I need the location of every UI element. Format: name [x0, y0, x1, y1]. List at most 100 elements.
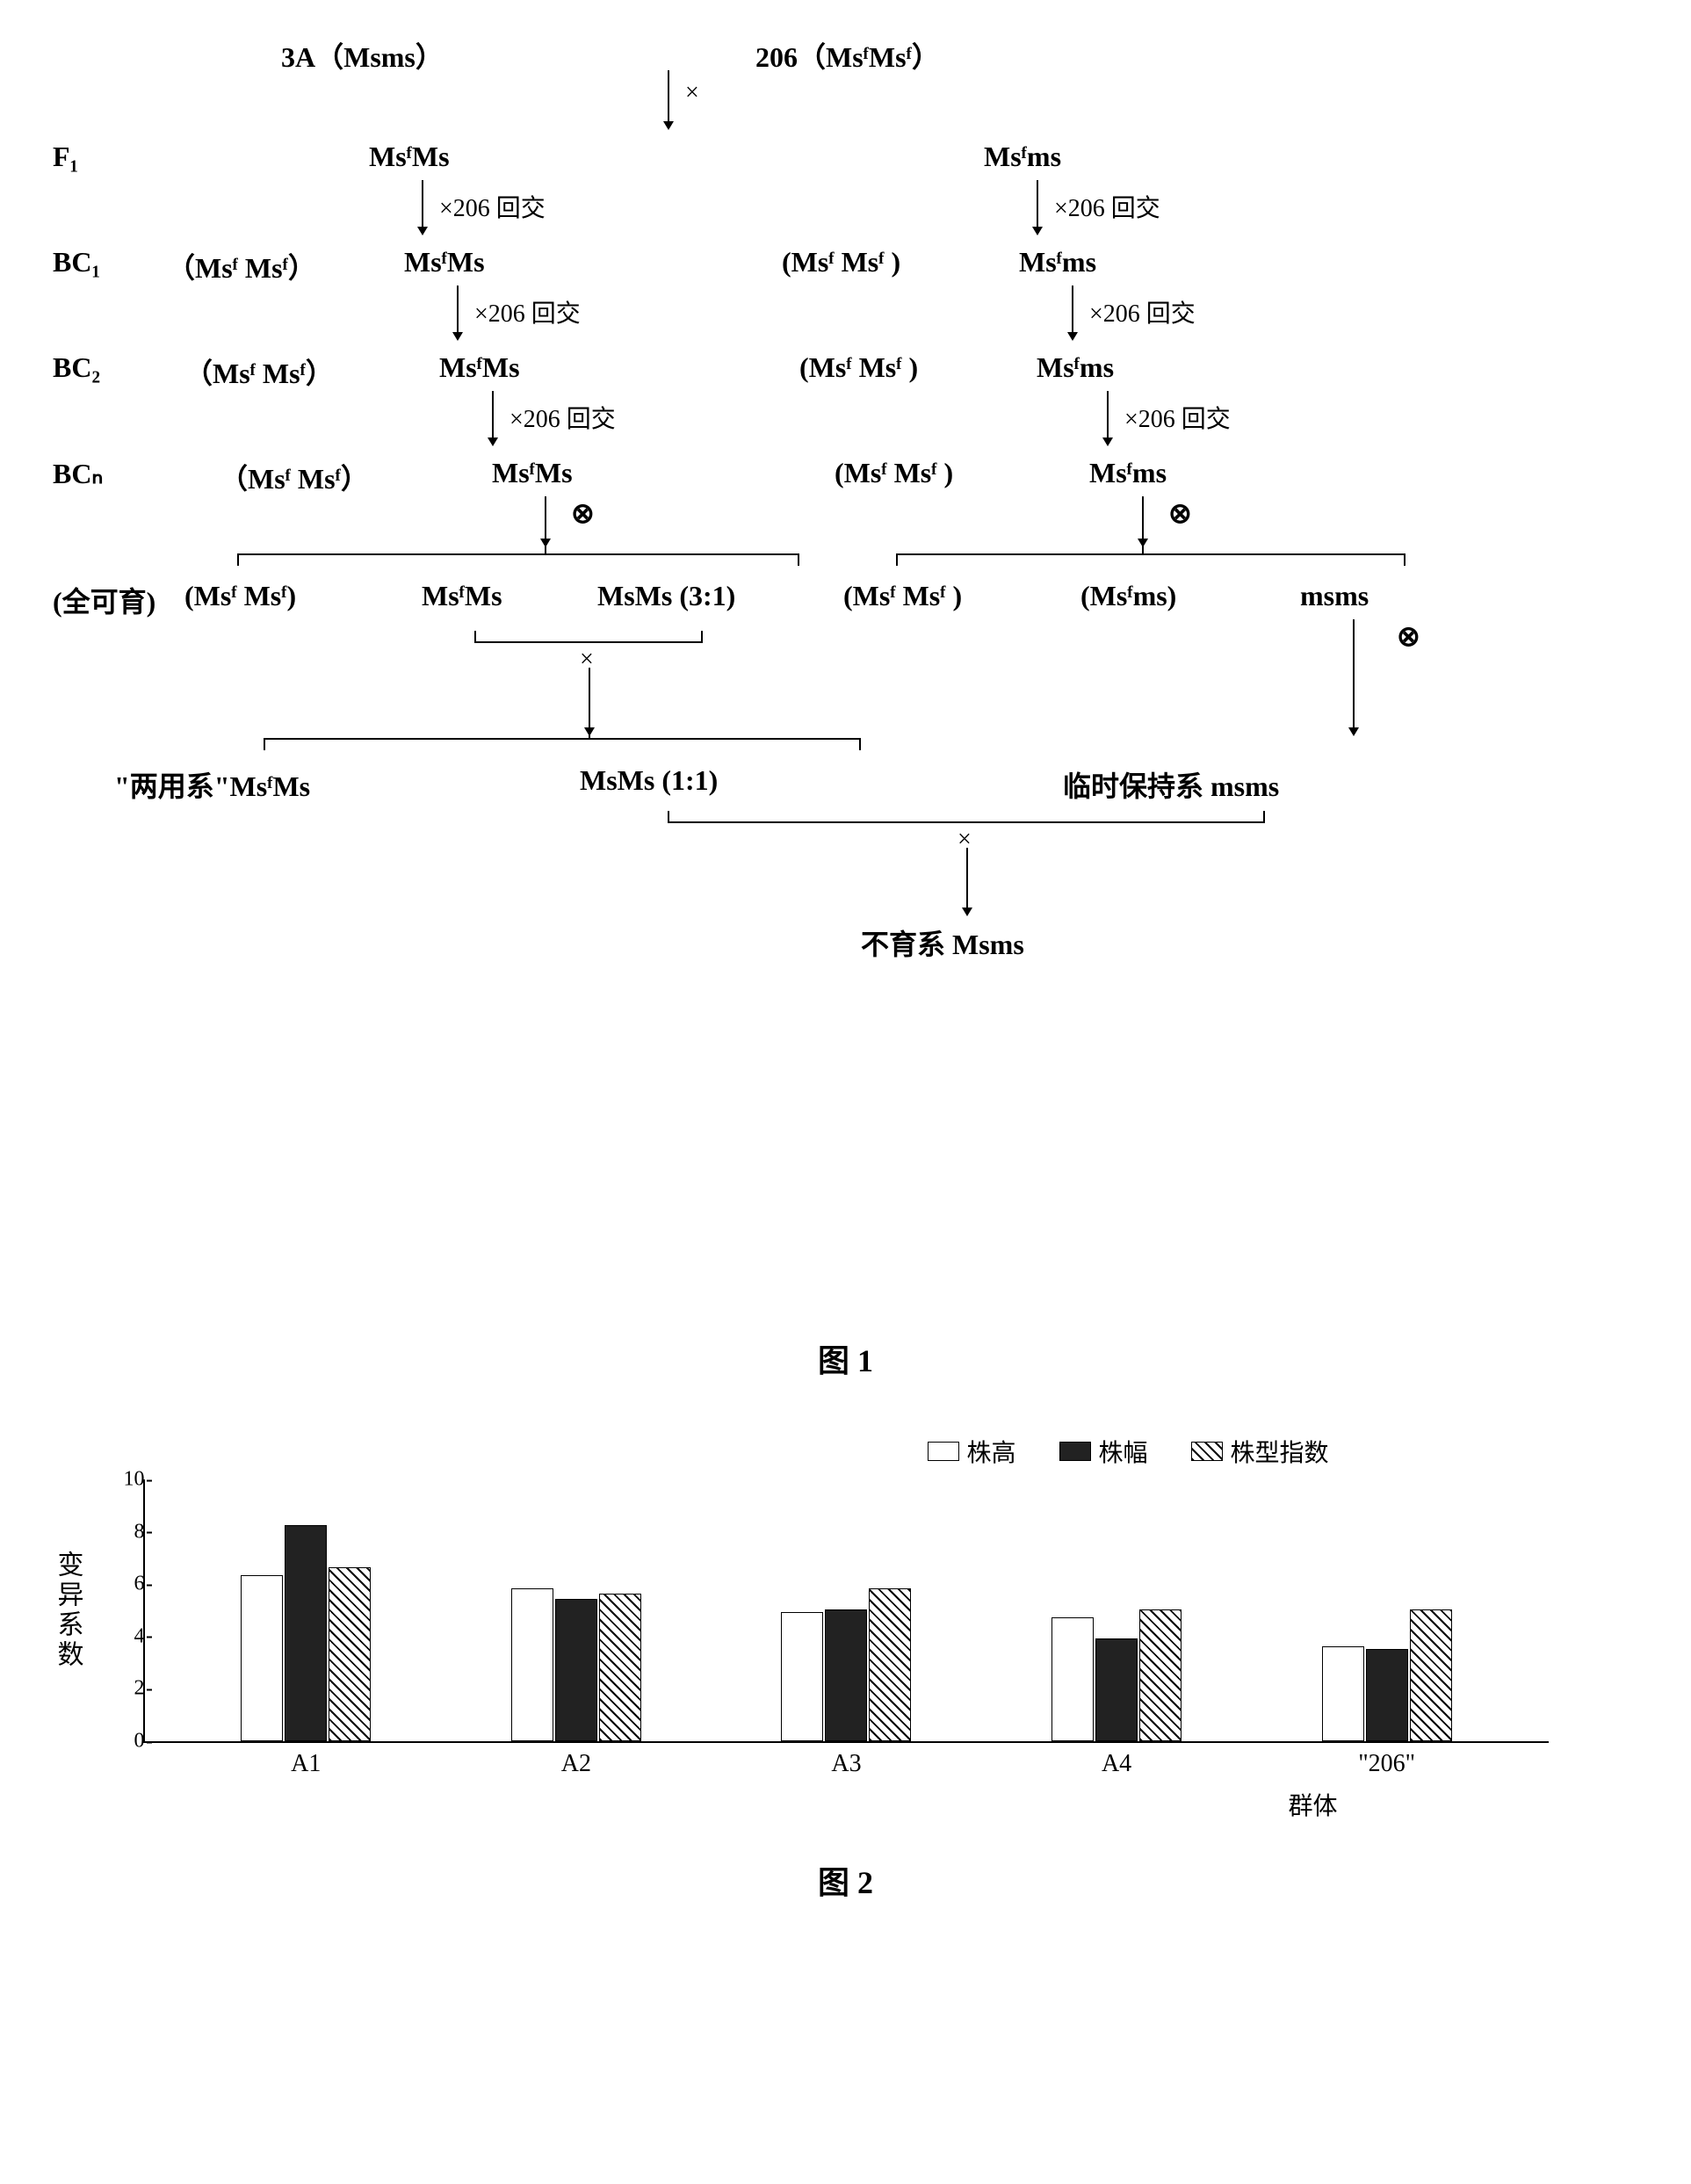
- breeding-diagram: 3A（Msms） 206（MsᶠMsᶠ） × F₁ MsᶠMs Msᶠms ×2…: [53, 35, 1634, 1265]
- gen-f1: F₁: [53, 141, 78, 173]
- bc-label-bc1-r: ×206 回交: [1089, 294, 1196, 329]
- chart-area: 变异系数 0246810 A1A2A3A4"206": [143, 1479, 1549, 1743]
- bar: [599, 1594, 641, 1741]
- bar: [781, 1612, 823, 1741]
- bar: [1322, 1646, 1364, 1741]
- x-tick-label: A2: [561, 1750, 591, 1778]
- bar: [1051, 1617, 1094, 1741]
- bc-label-bc2-r: ×206 回交: [1124, 400, 1231, 435]
- y-tick: 2: [134, 1677, 145, 1701]
- gen-bc2: BC₂: [53, 351, 100, 384]
- msms-11: MsMs (1:1): [580, 764, 718, 797]
- seg-right-a: (Msᶠ Msᶠ ): [843, 580, 962, 612]
- bar: [1366, 1649, 1408, 1741]
- y-tick: 4: [134, 1624, 145, 1648]
- bc2-r: Msᶠms: [1037, 351, 1114, 384]
- bc1-l: MsᶠMs: [404, 246, 485, 278]
- bcn-l: MsᶠMs: [492, 457, 573, 489]
- bar: [241, 1575, 283, 1741]
- legend-label-0: 株高: [966, 1434, 1015, 1469]
- arrow-cross2: [589, 668, 590, 729]
- cross-p: ×: [685, 79, 699, 107]
- bar-group: A3: [712, 1588, 982, 1741]
- bcn-rp: (Msᶠ Msᶠ ): [835, 457, 953, 489]
- y-axis: 0246810: [92, 1479, 145, 1741]
- arrow-p-f1: [668, 70, 669, 123]
- bc2-lp: （Msᶠ Msᶠ）: [184, 351, 334, 392]
- legend-item-0: 株高: [928, 1434, 1015, 1469]
- vtick-seg-l: [545, 540, 546, 553]
- seg-left-c: MsMs (3:1): [597, 580, 735, 612]
- vtick-cross2-out: [589, 729, 590, 738]
- fig1-caption: 图 1: [53, 1335, 1638, 1381]
- swatch-1: [1059, 1442, 1091, 1461]
- legend-item-2: 株型指数: [1191, 1434, 1328, 1469]
- x-tick-label: "206": [1358, 1750, 1415, 1778]
- y-tick: 0: [134, 1730, 145, 1754]
- bracket-cross2-out: [264, 738, 861, 740]
- self-r: ⊗: [1168, 496, 1192, 530]
- chart-legend: 株高 株幅 株型指数: [143, 1434, 1549, 1469]
- swatch-0: [928, 1442, 959, 1461]
- two-use-line: "两用系"MsᶠMs: [114, 764, 310, 805]
- arrow-bc1-bc2-l: [457, 286, 459, 334]
- bracket-final: [668, 821, 1265, 823]
- f1-right: Msᶠms: [984, 141, 1061, 173]
- self-msms: ⊗: [1397, 619, 1420, 653]
- bar: [555, 1599, 597, 1741]
- arrow-bc2-bcn-l: [492, 391, 494, 439]
- legend-label-2: 株型指数: [1230, 1434, 1328, 1469]
- legend-label-1: 株幅: [1098, 1434, 1147, 1469]
- parent-3a: 3A（Msms）: [281, 35, 444, 76]
- y-axis-label: 变异系数: [48, 1551, 87, 1670]
- bracket-seg-l: [237, 553, 799, 555]
- seg-left-b: MsᶠMs: [422, 580, 502, 612]
- bcn-r: Msᶠms: [1089, 457, 1167, 489]
- cross-final: ×: [958, 826, 972, 854]
- fig2-caption: 图 2: [53, 1857, 1638, 1903]
- arrow-f1-bc1-l: [422, 180, 423, 228]
- y-tick: 6: [134, 1573, 145, 1596]
- bar: [1095, 1638, 1138, 1741]
- bar: [329, 1567, 371, 1741]
- bar: [869, 1588, 911, 1741]
- parent-206: 206（MsᶠMsᶠ）: [755, 35, 940, 76]
- y-tick: 10: [124, 1468, 145, 1492]
- bc1-lp: （Msᶠ Msᶠ）: [167, 246, 316, 286]
- cv-barchart: 株高 株幅 株型指数 变异系数 0246810 A1A2A3A4"206" 群体: [143, 1434, 1549, 1822]
- swatch-2: [1191, 1442, 1223, 1461]
- bar: [1139, 1609, 1182, 1741]
- temp-maintainer: 临时保持系 msms: [1063, 764, 1279, 805]
- bc-label-bc2-l: ×206 回交: [509, 400, 616, 435]
- arrow-msms: [1353, 619, 1355, 729]
- bar: [825, 1609, 867, 1741]
- seg-right-c: msms: [1300, 580, 1369, 612]
- bc-label-f1-l: ×206 回交: [439, 189, 546, 224]
- vtick-seg-r: [1142, 540, 1144, 553]
- gen-bcn: BCₙ: [53, 457, 103, 490]
- bc2-rp: (Msᶠ Msᶠ ): [799, 351, 918, 384]
- bc1-r: Msᶠms: [1019, 246, 1096, 278]
- x-axis-label: 群体: [143, 1787, 1549, 1822]
- y-tick: 8: [134, 1520, 145, 1544]
- bar: [511, 1588, 553, 1741]
- bar-group: A1: [171, 1525, 442, 1741]
- bar: [1410, 1609, 1452, 1741]
- bc-label-f1-r: ×206 回交: [1054, 189, 1160, 224]
- arrow-bcn-seg-r: [1142, 496, 1144, 540]
- bcn-lp: （Msᶠ Msᶠ）: [220, 457, 369, 497]
- self-l: ⊗: [571, 496, 595, 530]
- bar-group: A4: [981, 1609, 1252, 1741]
- x-tick-label: A4: [1102, 1750, 1131, 1778]
- x-tick-label: A1: [291, 1750, 321, 1778]
- seg-left-prefix: (全可育): [53, 580, 155, 620]
- bracket-cross2: [474, 641, 703, 643]
- bc1-rp: (Msᶠ Msᶠ ): [782, 246, 900, 278]
- seg-right-b: (Msᶠms): [1080, 580, 1176, 612]
- arrow-bc2-bcn-r: [1107, 391, 1109, 439]
- legend-item-1: 株幅: [1059, 1434, 1147, 1469]
- bc-label-bc1-l: ×206 回交: [474, 294, 581, 329]
- arrow-final: [966, 848, 968, 909]
- bar-group: A2: [441, 1588, 712, 1741]
- seg-left-a: (Msᶠ Msᶠ): [184, 580, 296, 612]
